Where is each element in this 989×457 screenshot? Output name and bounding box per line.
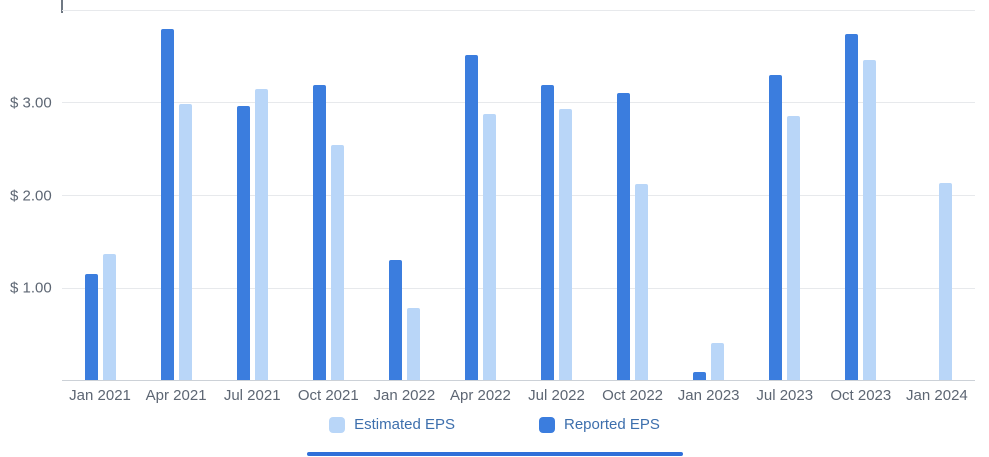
x-tick-label-jul-2021: Jul 2021 [223, 387, 281, 404]
legend-label-reported-eps: Reported EPS [564, 416, 660, 433]
bars-layer [62, 10, 975, 381]
plot-area: $ 1.00 $ 2.00 $ 3.00 [10, 9, 975, 381]
bar-estimated-eps-jul-2022[interactable] [559, 109, 572, 381]
legend-item-reported-eps[interactable]: Reported EPS [539, 416, 660, 433]
bar-group-apr-2021 [138, 10, 214, 381]
bar-estimated-eps-jan-2021[interactable] [102, 253, 116, 381]
bar-group-apr-2022 [442, 10, 518, 381]
legend-label-estimated-eps: Estimated EPS [354, 416, 455, 433]
bar-estimated-eps-jan-2022[interactable] [406, 307, 420, 381]
bar-reported-eps-jul-2023[interactable] [769, 74, 783, 381]
bar-estimated-eps-apr-2021[interactable] [178, 103, 192, 381]
gridline-3 [62, 102, 975, 104]
x-tick-label-jan-2022: Jan 2022 [373, 387, 436, 404]
y-tick-label-2: $ 2.00 [10, 187, 52, 204]
bar-reported-eps-apr-2021[interactable] [160, 28, 174, 381]
legend-swatch-reported-eps [539, 416, 555, 433]
bar-estimated-eps-apr-2022[interactable] [482, 113, 496, 381]
x-tick-label-jul-2023: Jul 2023 [756, 387, 814, 404]
bar-reported-eps-oct-2021[interactable] [312, 85, 326, 381]
bar-estimated-eps-oct-2022[interactable] [635, 184, 649, 381]
bar-group-jul-2022 [518, 10, 594, 381]
bar-reported-eps-oct-2022[interactable] [617, 92, 631, 381]
y-tick-label-1: $ 1.00 [10, 279, 52, 297]
bar-group-oct-2023 [823, 10, 899, 381]
x-tick-label-oct-2021: Oct 2021 [297, 387, 359, 404]
bar-group-jan-2021 [62, 10, 138, 381]
x-tick-label-apr-2021: Apr 2021 [145, 387, 207, 404]
bar-reported-eps-jul-2022[interactable] [541, 85, 554, 381]
scroll-slider[interactable] [306, 452, 683, 456]
bar-estimated-eps-jan-2023[interactable] [711, 342, 725, 381]
x-tick-label-jan-2023: Jan 2023 [677, 387, 740, 404]
x-tick-label-jul-2022: Jul 2022 [528, 387, 585, 404]
y-tick-label-3: $ 3.00 [10, 94, 52, 112]
gridline-4 [62, 9, 975, 11]
bar-reported-eps-jul-2021[interactable] [236, 105, 250, 381]
x-tick-label-oct-2022: Oct 2022 [602, 387, 664, 404]
bar-reported-eps-jan-2022[interactable] [388, 259, 402, 381]
bar-reported-eps-oct-2023[interactable] [845, 34, 859, 381]
bar-reported-eps-jan-2023[interactable] [693, 371, 707, 381]
bar-estimated-eps-oct-2021[interactable] [330, 144, 344, 381]
x-tick-label-apr-2022: Apr 2022 [449, 387, 511, 404]
y-axis-top-tick [61, 0, 63, 13]
gridline-2 [62, 195, 975, 196]
legend-swatch-estimated-eps [329, 416, 346, 433]
bar-group-oct-2022 [595, 10, 671, 381]
bar-group-jan-2024 [899, 10, 975, 381]
legend: Estimated EPS Reported EPS [0, 416, 989, 433]
x-tick-label-jan-2021: Jan 2021 [69, 387, 131, 404]
bar-group-jul-2023 [747, 10, 823, 381]
bar-group-jul-2021 [214, 10, 290, 381]
bar-estimated-eps-oct-2023[interactable] [863, 60, 877, 381]
bar-estimated-eps-jul-2023[interactable] [787, 115, 801, 381]
x-axis-labels: Jan 2021 Apr 2021 Jul 2021 Oct 2021 Jan 2022… [62, 387, 975, 404]
x-tick-label-jan-2024: Jan 2024 [906, 387, 968, 404]
x-axis-line [62, 380, 975, 381]
bar-reported-eps-jan-2021[interactable] [84, 274, 98, 381]
bar-estimated-eps-jul-2021[interactable] [254, 88, 268, 381]
gridline-layer [62, 9, 975, 381]
gridline-1 [62, 287, 975, 289]
legend-item-estimated-eps[interactable]: Estimated EPS [329, 416, 455, 433]
bar-group-jan-2022 [366, 10, 442, 381]
bar-group-oct-2021 [290, 10, 366, 381]
bar-reported-eps-apr-2022[interactable] [464, 54, 478, 381]
bar-group-jan-2023 [671, 10, 747, 381]
x-tick-label-oct-2023: Oct 2023 [830, 387, 892, 404]
bar-estimated-eps-jan-2024[interactable] [939, 182, 953, 381]
